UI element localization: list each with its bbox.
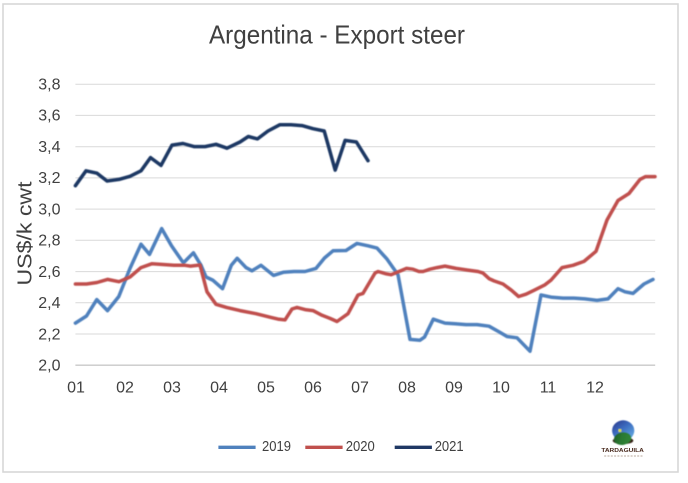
svg-text:2020: 2020	[346, 439, 375, 455]
svg-text:04: 04	[210, 379, 228, 396]
svg-text:Argentina - Export steer: Argentina - Export steer	[209, 20, 465, 50]
svg-text:2,4: 2,4	[38, 295, 60, 312]
svg-text:US$/k cwt: US$/k cwt	[15, 181, 37, 285]
svg-text:TARDAGUILA: TARDAGUILA	[601, 448, 644, 454]
svg-text:3,6: 3,6	[38, 108, 60, 125]
svg-text:3,4: 3,4	[38, 139, 60, 156]
svg-text:09: 09	[445, 379, 463, 396]
svg-text:2,6: 2,6	[38, 264, 60, 281]
svg-text:02: 02	[116, 379, 134, 396]
svg-text:3,2: 3,2	[38, 170, 60, 187]
svg-text:03: 03	[163, 379, 181, 396]
svg-text:01: 01	[67, 379, 85, 396]
svg-text:11: 11	[540, 379, 557, 396]
svg-text:3,8: 3,8	[38, 77, 60, 94]
svg-text:05: 05	[257, 379, 275, 396]
svg-text:2,8: 2,8	[38, 233, 60, 250]
svg-text:08: 08	[398, 379, 416, 396]
svg-text:3,0: 3,0	[38, 201, 60, 218]
svg-text:2021: 2021	[435, 439, 464, 455]
svg-text:2019: 2019	[262, 439, 291, 455]
svg-text:10: 10	[492, 379, 510, 396]
svg-text:2,2: 2,2	[38, 326, 60, 343]
svg-text:12: 12	[586, 379, 604, 396]
svg-text:2,0: 2,0	[38, 358, 60, 375]
svg-text:07: 07	[351, 379, 369, 396]
svg-text:06: 06	[304, 379, 322, 396]
